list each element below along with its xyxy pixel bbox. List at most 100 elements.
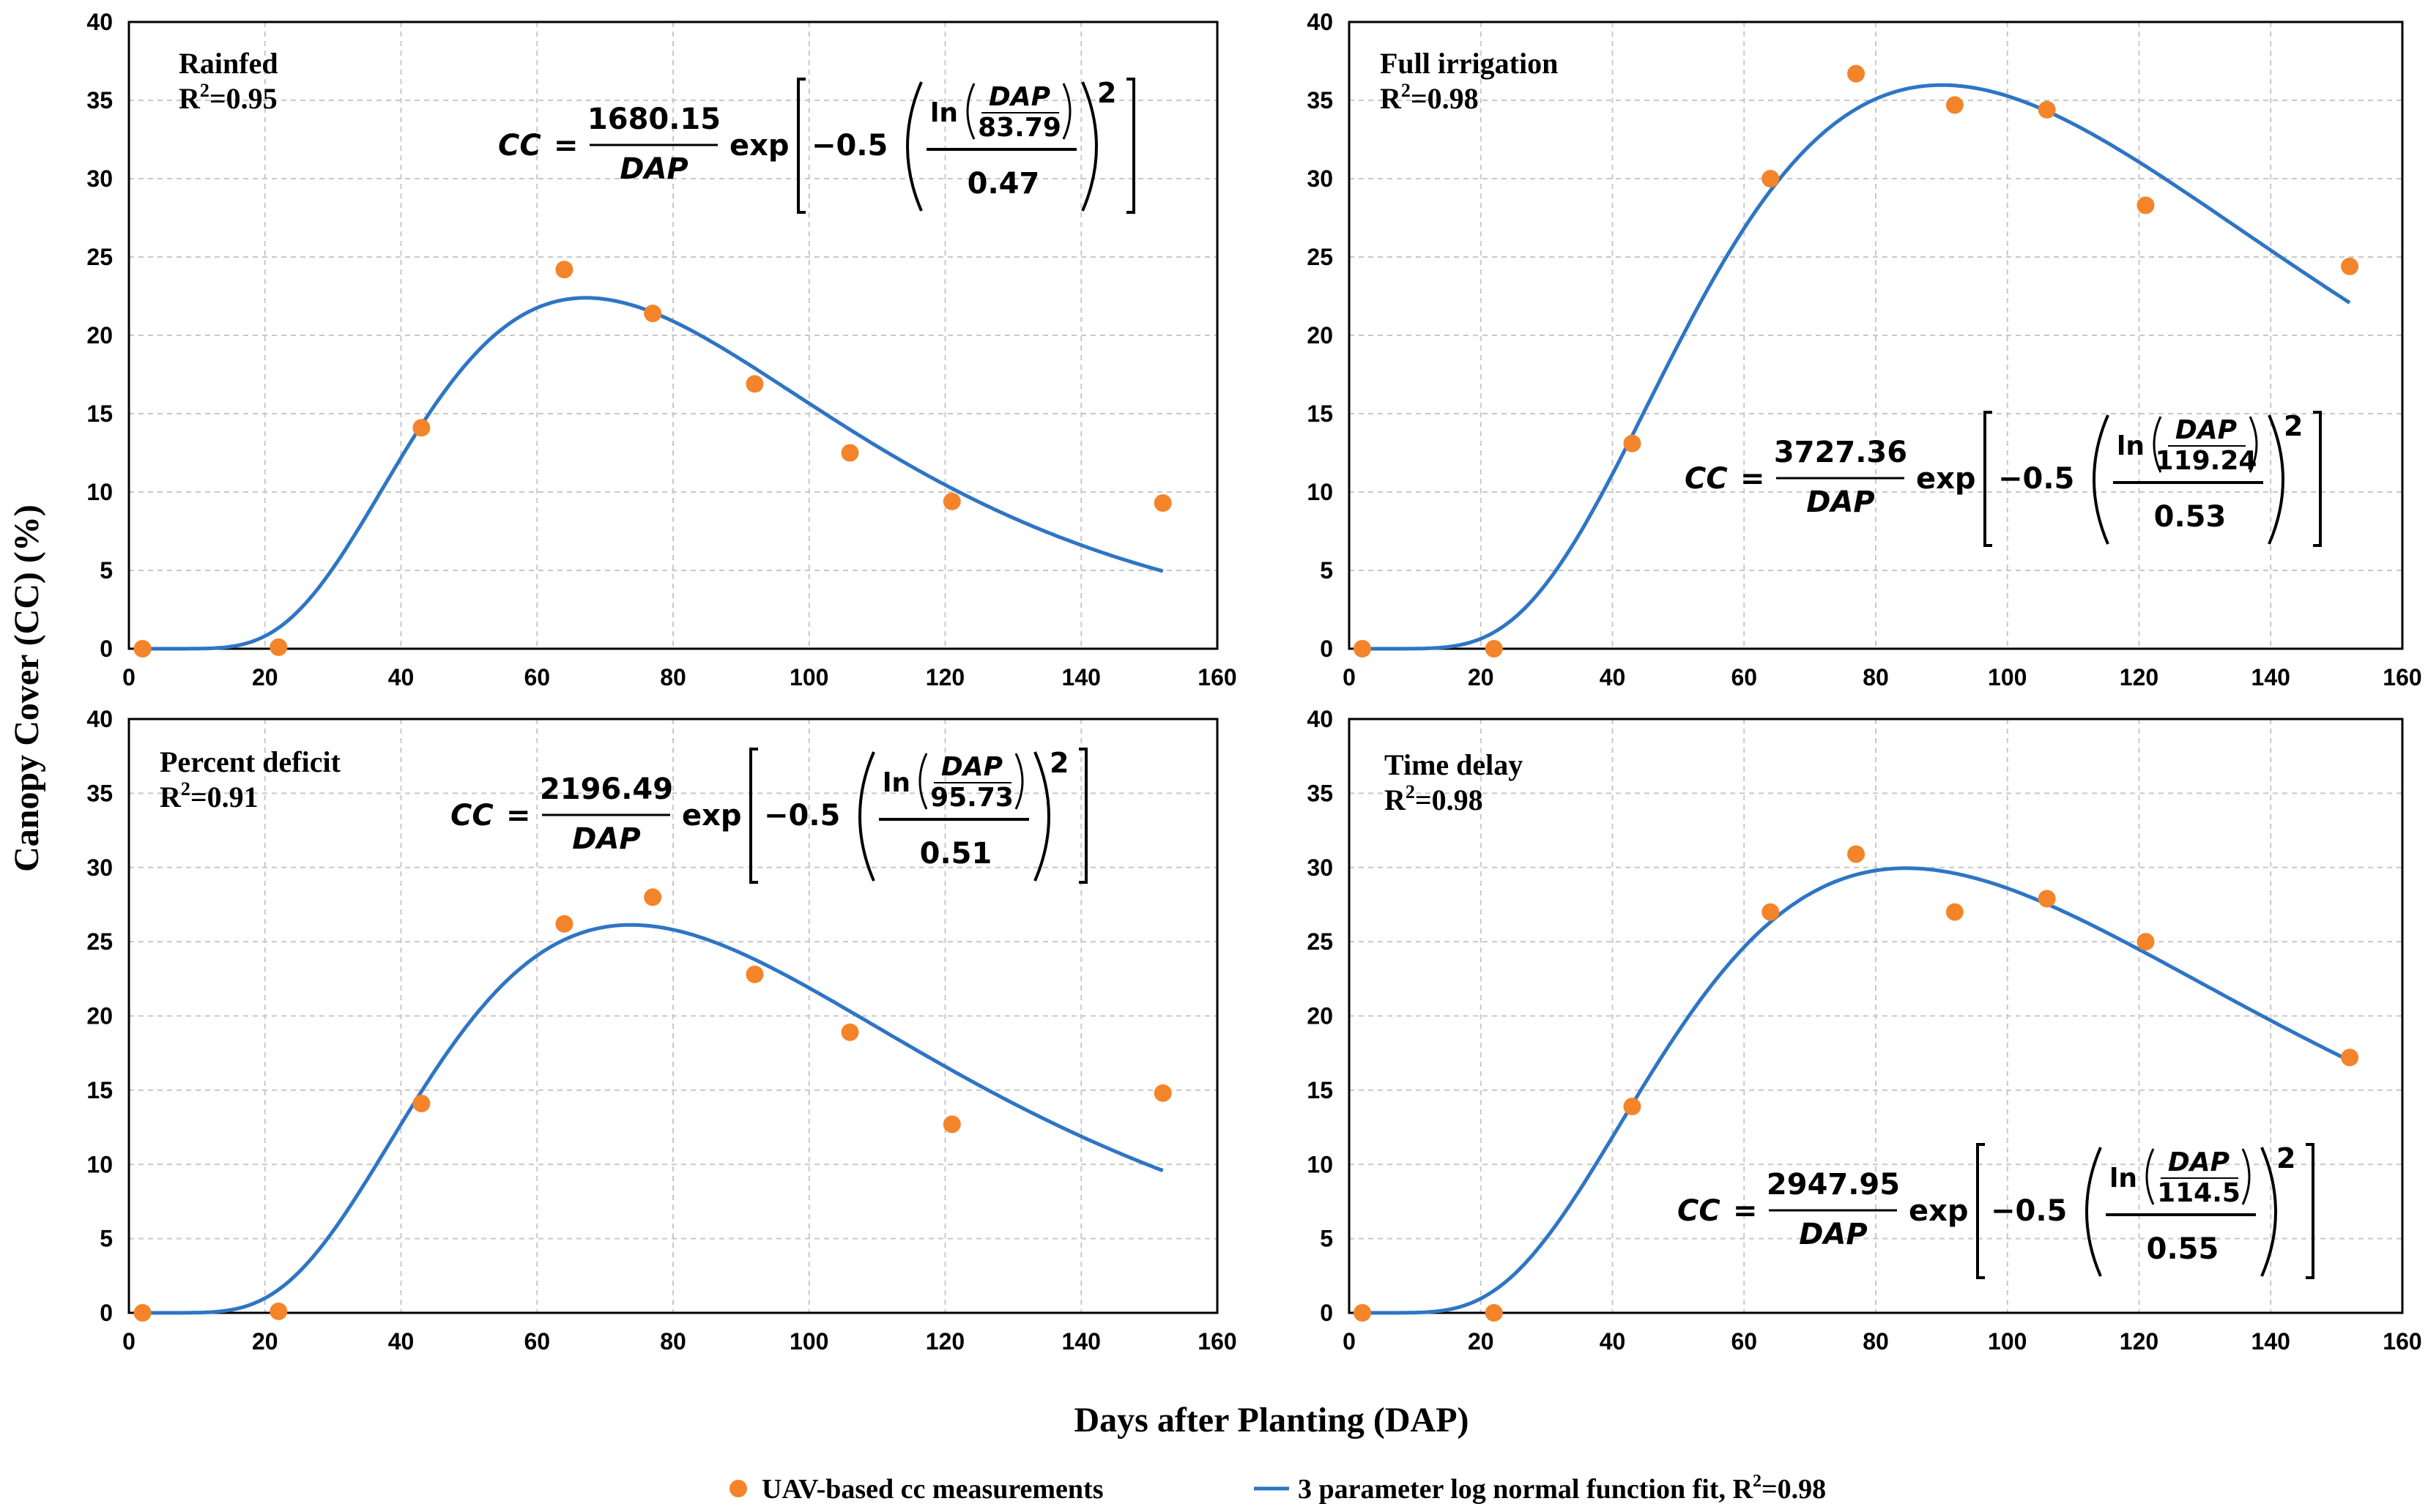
y-tick-label: 10 [1307, 1151, 1333, 1177]
panel-r2-sup: 2 [181, 778, 190, 800]
y-tick-label: 20 [1307, 1003, 1333, 1029]
x-tick-label: 100 [790, 1328, 828, 1355]
x-tick-label: 140 [1062, 1328, 1101, 1355]
x-tick-label: 80 [660, 1328, 686, 1355]
eq-numerator: 2947.95 [1767, 1168, 1900, 1202]
eq-left-paren [2085, 1147, 2102, 1277]
panel-r2-sup: 2 [1406, 781, 1415, 802]
y-tick-label: 15 [86, 401, 113, 427]
eq-coefficient: −0.5 [1991, 1194, 2067, 1228]
eq-exp: exp [1916, 462, 1976, 496]
eq-left-paren [906, 81, 923, 212]
eq-right-paren [1033, 751, 1050, 882]
eq-left-paren [858, 751, 875, 882]
eq-right-paren [2268, 414, 2284, 545]
fit-curve [1362, 83, 2351, 651]
x-tick-label: 20 [252, 664, 278, 690]
y-tick-label: 5 [1320, 557, 1333, 584]
eq-inner-right-paren [2249, 416, 2258, 473]
x-tick-label: 0 [1343, 664, 1356, 690]
data-point [270, 1302, 288, 1320]
eq-ln-numerator: DAP [941, 752, 1003, 782]
panel-2: 0 20 40 60 80 100 120 140 160 0 5 10 15 20 25 30 35 40 Ful… [1307, 9, 2421, 690]
plot-frame [127, 21, 1219, 650]
x-tick-label: 120 [2120, 1328, 2158, 1355]
legend-line-label: 3 parameter log normal function fit, R2=… [1298, 1472, 1826, 1505]
y-tick-label: 30 [86, 854, 113, 881]
data-point [1623, 1098, 1641, 1116]
eq-ln-denominator: 83.79 [978, 113, 1061, 143]
y-tick-label: 10 [86, 1151, 113, 1177]
eq-denominator: DAP [620, 152, 688, 186]
eq-coefficient: −0.5 [1998, 462, 2074, 496]
eq-ln-numerator: DAP [989, 82, 1050, 112]
eq-lhs: CC [498, 129, 541, 163]
panel-r2-suffix: =0.98 [1411, 82, 1479, 115]
eq-left-bracket [1976, 1143, 1985, 1279]
y-tick-label: 0 [1320, 1300, 1333, 1326]
data-point [943, 1115, 961, 1133]
y-tick-label: 0 [100, 636, 113, 662]
data-point [1623, 434, 1641, 453]
y-tick-label: 40 [1307, 706, 1333, 732]
eq-ln-denominator: 95.73 [930, 783, 1014, 813]
eq-c-value: 0.47 [968, 167, 1040, 201]
data-point [2136, 933, 2155, 951]
eq-ln: ln [930, 98, 958, 128]
x-tick-label: 140 [1062, 664, 1101, 690]
x-tick-label: 100 [1988, 664, 2027, 690]
data-point [1945, 96, 1964, 114]
panel-r2-sup: 2 [200, 80, 209, 101]
eq-inner-right-paren [1014, 753, 1024, 810]
fit-curve [142, 296, 1164, 651]
x-tick-label: 60 [1731, 664, 1757, 690]
panel-r2-sup: 2 [1401, 80, 1411, 101]
data-point [555, 915, 573, 933]
y-tick-label: 15 [1307, 1077, 1333, 1103]
x-tick-label: 40 [388, 664, 415, 690]
data-point [1154, 494, 1172, 512]
y-tick-label: 5 [100, 557, 113, 584]
y-tick-label: 35 [86, 87, 113, 113]
data-point [746, 965, 764, 983]
eq-power: 2 [1050, 747, 1069, 779]
eq-coefficient: −0.5 [812, 129, 888, 163]
y-tick-label: 10 [1307, 479, 1333, 505]
eq-inner-left-paren [2153, 416, 2162, 473]
data-point [2038, 890, 2056, 908]
eq-left-paren [2093, 414, 2109, 545]
fit-curve [142, 923, 1164, 1315]
y-tick-label: 5 [1320, 1226, 1333, 1252]
eq-denominator: DAP [1799, 1218, 1867, 1251]
legend-line-label-sup: 2 [1753, 1472, 1761, 1491]
panel-r2-suffix: =0.98 [1415, 783, 1483, 816]
eq-exp: exp [1909, 1194, 1969, 1228]
eq-left-bracket [1983, 411, 1992, 547]
data-point [2038, 100, 2056, 119]
panel-r2-prefix: R [1380, 82, 1402, 115]
data-point [1761, 170, 1780, 187]
data-point [1353, 640, 1371, 658]
eq-power: 2 [2284, 410, 2303, 442]
x-tick-label: 100 [790, 664, 828, 690]
data-point [1485, 640, 1503, 658]
legend-line-label-suffix: =0.98 [1761, 1474, 1826, 1505]
y-tick-label: 25 [1307, 244, 1333, 270]
data-point [841, 444, 859, 462]
x-axis-title: Days after Planting (DAP) [1074, 1401, 1469, 1440]
data-point [2341, 257, 2359, 275]
y-tick-label: 25 [86, 928, 113, 955]
panel-title: Percent deficit [160, 745, 341, 778]
eq-c-value: 0.53 [2154, 500, 2227, 534]
eq-equals: = [1733, 1194, 1758, 1228]
x-tick-label: 160 [2383, 1328, 2421, 1355]
eq-left-bracket [797, 78, 806, 214]
y-tick-label: 30 [1307, 854, 1333, 881]
plot-frame [127, 718, 1219, 1314]
eq-c-value: 0.51 [920, 837, 992, 871]
x-tick-label: 0 [122, 664, 135, 690]
panel-r2: R2=0.98 [1384, 781, 1483, 816]
panel-r2: R2=0.95 [179, 80, 278, 115]
